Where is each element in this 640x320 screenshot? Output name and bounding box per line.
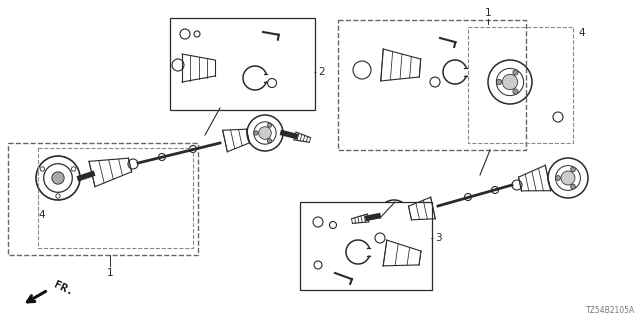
Text: 1: 1 bbox=[484, 8, 492, 18]
Bar bbox=[300, 202, 432, 290]
Circle shape bbox=[513, 70, 518, 75]
Bar bbox=[170, 18, 315, 110]
Text: 2: 2 bbox=[318, 67, 324, 77]
Circle shape bbox=[259, 127, 271, 139]
Circle shape bbox=[388, 211, 399, 222]
Circle shape bbox=[52, 172, 64, 184]
Circle shape bbox=[497, 79, 502, 85]
Text: 3: 3 bbox=[435, 233, 442, 243]
Circle shape bbox=[56, 194, 60, 198]
Circle shape bbox=[40, 167, 45, 171]
Circle shape bbox=[556, 176, 561, 180]
Text: TZ54B2105A: TZ54B2105A bbox=[586, 306, 635, 315]
Text: 4: 4 bbox=[38, 210, 45, 220]
Bar bbox=[8, 143, 198, 255]
Circle shape bbox=[502, 74, 518, 90]
Circle shape bbox=[72, 167, 76, 171]
Circle shape bbox=[513, 89, 518, 94]
Bar bbox=[468, 27, 573, 143]
Text: 1: 1 bbox=[107, 268, 113, 278]
Bar bbox=[338, 20, 526, 150]
Circle shape bbox=[268, 123, 271, 127]
Circle shape bbox=[571, 167, 575, 172]
Text: FR.: FR. bbox=[52, 280, 75, 298]
Text: 4: 4 bbox=[578, 28, 584, 38]
Bar bbox=[38, 148, 193, 248]
Circle shape bbox=[384, 214, 388, 218]
Circle shape bbox=[268, 139, 271, 143]
Circle shape bbox=[254, 131, 258, 135]
Circle shape bbox=[396, 207, 400, 211]
Circle shape bbox=[561, 171, 575, 185]
Circle shape bbox=[571, 184, 575, 189]
Circle shape bbox=[396, 221, 400, 225]
